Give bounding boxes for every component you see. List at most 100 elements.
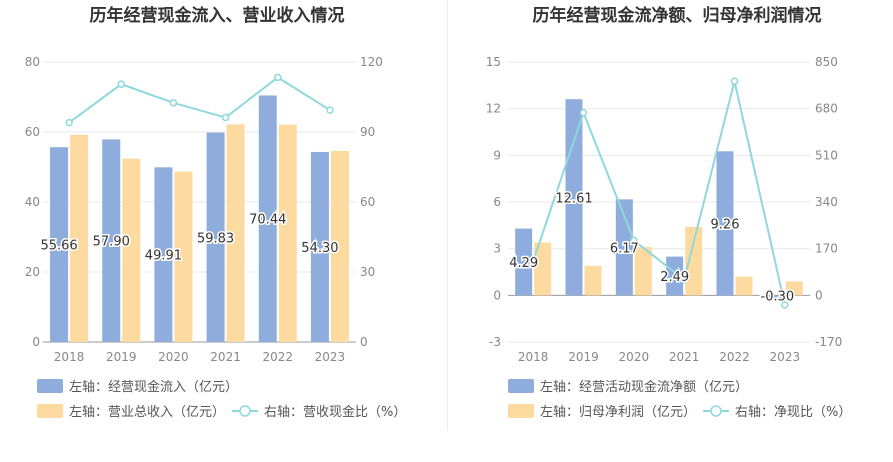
chart-title: 历年经营现金流净额、归母净利润情况 bbox=[533, 5, 822, 26]
bar bbox=[70, 134, 89, 342]
bar bbox=[716, 151, 734, 296]
x-tick-label: 2023 bbox=[315, 350, 346, 364]
line-point bbox=[326, 106, 334, 114]
y-left-tick-label: 20 bbox=[25, 265, 40, 279]
bar bbox=[102, 139, 121, 342]
legend-swatch bbox=[37, 404, 63, 418]
chart-title: 历年经营现金流入、营业收入情况 bbox=[90, 5, 345, 26]
data-label: 57.90 bbox=[93, 235, 130, 250]
bar bbox=[174, 171, 193, 342]
bar bbox=[515, 228, 533, 296]
bar bbox=[666, 256, 684, 296]
y-right-tick-label: 120 bbox=[360, 55, 383, 69]
y-left-tick-label: 80 bbox=[25, 55, 40, 69]
bar bbox=[206, 132, 225, 342]
bar bbox=[565, 99, 583, 296]
bar bbox=[634, 247, 652, 296]
y-left-tick-label: 60 bbox=[25, 125, 40, 139]
data-label: 59.83 bbox=[197, 231, 234, 246]
series-line bbox=[532, 80, 786, 306]
x-tick-label: 2019 bbox=[106, 350, 137, 364]
x-tick-label: 2018 bbox=[54, 350, 85, 364]
data-label: -0.30 bbox=[761, 289, 795, 304]
data-label: 6.17 bbox=[610, 241, 639, 256]
bar bbox=[534, 242, 552, 296]
x-tick-label: 2022 bbox=[719, 350, 750, 364]
legend-label: 左轴：经营现金流入（亿元） bbox=[69, 379, 238, 395]
legend-label: 右轴：净现比（%） bbox=[735, 405, 851, 420]
y-left-tick-label: 0 bbox=[493, 288, 501, 302]
x-tick-label: 2019 bbox=[568, 350, 599, 364]
line-point bbox=[169, 99, 178, 107]
data-label: 12.61 bbox=[555, 191, 592, 206]
legend-line-marker bbox=[239, 405, 251, 417]
x-tick-label: 2018 bbox=[518, 350, 549, 364]
bar bbox=[584, 265, 602, 296]
line-point bbox=[65, 118, 73, 127]
line-point bbox=[579, 109, 588, 117]
line-point bbox=[781, 301, 789, 309]
line-point bbox=[529, 257, 537, 265]
line-point bbox=[730, 77, 739, 85]
legend-label: 左轴：营业总收入（亿元） bbox=[69, 405, 225, 420]
x-tick-label: 2021 bbox=[669, 350, 700, 364]
y-left-tick-label: 0 bbox=[32, 335, 40, 349]
series-line bbox=[68, 76, 331, 124]
y-right-tick-label: 90 bbox=[360, 125, 375, 139]
y-right-tick-label: 850 bbox=[815, 55, 838, 69]
line-point bbox=[680, 275, 688, 284]
data-label: 49.91 bbox=[145, 249, 182, 264]
y-right-tick-label: 170 bbox=[815, 242, 838, 256]
bar bbox=[615, 199, 633, 296]
y-right-tick-label: 60 bbox=[360, 195, 375, 209]
y-left-tick-label: 40 bbox=[25, 195, 40, 209]
line-point bbox=[221, 113, 230, 122]
legend-swatch bbox=[508, 379, 534, 393]
y-right-tick-label: 0 bbox=[360, 335, 368, 349]
x-tick-label: 2022 bbox=[262, 350, 293, 364]
y-right-tick-label: 30 bbox=[360, 265, 375, 279]
data-label: 54.30 bbox=[301, 241, 338, 256]
x-tick-label: 2020 bbox=[619, 350, 650, 364]
data-label: 9.26 bbox=[711, 217, 740, 232]
bar bbox=[330, 150, 349, 342]
bar bbox=[226, 124, 245, 342]
legend-label: 右轴：营收现金比（%） bbox=[264, 404, 406, 420]
bar bbox=[735, 276, 753, 296]
y-right-tick-label: 340 bbox=[815, 195, 838, 209]
bar bbox=[766, 295, 784, 300]
y-right-tick-label: 680 bbox=[815, 102, 838, 116]
x-tick-label: 2023 bbox=[770, 350, 801, 364]
data-label: 70.44 bbox=[249, 213, 286, 228]
bar bbox=[310, 151, 329, 342]
y-right-tick-label: 0 bbox=[815, 288, 823, 302]
legend-swatch bbox=[37, 379, 63, 393]
bar bbox=[122, 158, 141, 342]
y-left-tick-label: -3 bbox=[489, 335, 501, 349]
line-point bbox=[117, 80, 125, 88]
legend-swatch bbox=[508, 404, 534, 418]
legend-label: 左轴：归母净利润（亿元） bbox=[540, 405, 696, 420]
x-tick-label: 2021 bbox=[210, 350, 241, 364]
line-point bbox=[630, 236, 638, 245]
legend-line-marker bbox=[710, 405, 722, 417]
bar bbox=[278, 124, 297, 343]
y-left-tick-label: 6 bbox=[493, 195, 501, 209]
y-left-tick-label: 3 bbox=[493, 242, 501, 256]
bar bbox=[685, 226, 703, 296]
bar bbox=[785, 281, 803, 296]
bar bbox=[50, 147, 69, 342]
bar bbox=[258, 95, 277, 343]
y-right-tick-label: 510 bbox=[815, 148, 838, 162]
data-label: 4.29 bbox=[509, 256, 538, 271]
y-right-tick-label: -170 bbox=[815, 335, 842, 349]
data-label: 2.49 bbox=[660, 270, 689, 285]
x-tick-label: 2020 bbox=[158, 350, 189, 364]
bar bbox=[154, 167, 173, 342]
y-left-tick-label: 12 bbox=[486, 102, 501, 116]
y-left-tick-label: 9 bbox=[493, 148, 501, 162]
legend-label: 左轴：经营活动现金流净额（亿元） bbox=[540, 379, 748, 395]
y-left-tick-label: 15 bbox=[486, 55, 501, 69]
